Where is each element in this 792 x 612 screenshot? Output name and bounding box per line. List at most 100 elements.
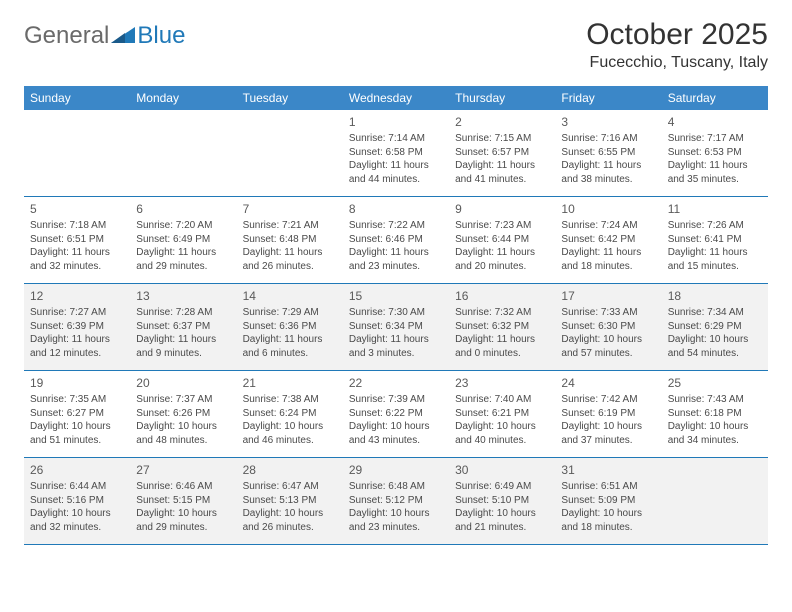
day-number: 24 (561, 375, 655, 391)
day-number: 1 (349, 114, 443, 130)
day-info-line: Sunrise: 7:43 AM (668, 393, 762, 407)
day-cell: 16Sunrise: 7:32 AMSunset: 6:32 PMDayligh… (449, 284, 555, 370)
week-row: 12Sunrise: 7:27 AMSunset: 6:39 PMDayligh… (24, 284, 768, 371)
day-info-line: Sunset: 6:51 PM (30, 233, 124, 247)
day-cell: 20Sunrise: 7:37 AMSunset: 6:26 PMDayligh… (130, 371, 236, 457)
day-cell: 4Sunrise: 7:17 AMSunset: 6:53 PMDaylight… (662, 110, 768, 196)
day-info-line: Sunrise: 6:51 AM (561, 480, 655, 494)
header-row: General Blue October 2025 Fucecchio, Tus… (24, 18, 768, 72)
day-number: 8 (349, 201, 443, 217)
weekday-cell: Tuesday (237, 86, 343, 110)
day-info-line: Sunset: 6:53 PM (668, 146, 762, 160)
day-info-line: Daylight: 11 hours and 41 minutes. (455, 159, 549, 186)
day-info-line: Sunset: 6:32 PM (455, 320, 549, 334)
day-info-line: Sunrise: 7:40 AM (455, 393, 549, 407)
day-cell: 29Sunrise: 6:48 AMSunset: 5:12 PMDayligh… (343, 458, 449, 544)
day-info-line: Sunrise: 7:28 AM (136, 306, 230, 320)
day-info-line: Sunrise: 6:46 AM (136, 480, 230, 494)
day-info-line: Sunset: 6:22 PM (349, 407, 443, 421)
day-cell: 25 Sunrise: 7:43 AMSunset: 6:18 PMDayligh… (662, 371, 768, 457)
weekday-cell: Sunday (24, 86, 130, 110)
day-number: 2 (455, 114, 549, 130)
day-number: 7 (243, 201, 337, 217)
day-info-line: Sunrise: 7:38 AM (243, 393, 337, 407)
day-info-line: Daylight: 10 hours and 48 minutes. (136, 420, 230, 447)
day-cell: 22Sunrise: 7:39 AMSunset: 6:22 PMDayligh… (343, 371, 449, 457)
day-info-line: Sunrise: 7:18 AM (30, 219, 124, 233)
day-info-line: Daylight: 11 hours and 35 minutes. (668, 159, 762, 186)
day-info-line: Sunrise: 7:32 AM (455, 306, 549, 320)
day-info-line: Sunrise: 7:33 AM (561, 306, 655, 320)
day-info-line: Daylight: 10 hours and 18 minutes. (561, 507, 655, 534)
day-info-line: Sunset: 6:18 PM (668, 407, 762, 421)
day-cell: 10Sunrise: 7:24 AMSunset: 6:42 PMDayligh… (555, 197, 661, 283)
day-info-line: Sunset: 5:15 PM (136, 494, 230, 508)
day-info-line: Daylight: 10 hours and 21 minutes. (455, 507, 549, 534)
day-cell: 18Sunrise: 7:34 AMSunset: 6:29 PMDayligh… (662, 284, 768, 370)
day-number: 20 (136, 375, 230, 391)
day-info-line: Sunset: 5:13 PM (243, 494, 337, 508)
day-cell: 19Sunrise: 7:35 AMSunset: 6:27 PMDayligh… (24, 371, 130, 457)
day-info-line: Daylight: 10 hours and 23 minutes. (349, 507, 443, 534)
day-info-line: Daylight: 10 hours and 40 minutes. (455, 420, 549, 447)
day-info-line: Daylight: 10 hours and 51 minutes. (30, 420, 124, 447)
day-info-line: Sunset: 5:16 PM (30, 494, 124, 508)
day-info-line: Sunset: 6:41 PM (668, 233, 762, 247)
day-number: 21 (243, 375, 337, 391)
day-cell: 27Sunrise: 6:46 AMSunset: 5:15 PMDayligh… (130, 458, 236, 544)
day-number: 11 (668, 201, 762, 217)
day-cell: 14Sunrise: 7:29 AMSunset: 6:36 PMDayligh… (237, 284, 343, 370)
week-row: 1 Sunrise: 7:14 AMSunset: 6:58 PM Daylight… (24, 110, 768, 197)
day-info-line: Sunset: 6:39 PM (30, 320, 124, 334)
day-info-line: Daylight: 11 hours and 29 minutes. (136, 246, 230, 273)
day-cell: 17Sunrise: 7:33 AMSunset: 6:30 PMDayligh… (555, 284, 661, 370)
day-info-line: Sunset: 6:36 PM (243, 320, 337, 334)
day-info-line: Sunset: 6:58 PM (349, 146, 443, 160)
day-number: 10 (561, 201, 655, 217)
day-info-line: Sunset: 6:34 PM (349, 320, 443, 334)
day-info-line: Sunset: 6:57 PM (455, 146, 549, 160)
day-number: 14 (243, 288, 337, 304)
day-info-line: Sunset: 6:19 PM (561, 407, 655, 421)
weekday-cell: Saturday (662, 86, 768, 110)
logo: General Blue (24, 22, 185, 50)
day-info-line: Sunset: 6:48 PM (243, 233, 337, 247)
day-number: 26 (30, 462, 124, 478)
day-info-line: Sunset: 6:42 PM (561, 233, 655, 247)
day-info-line: Sunrise: 7:27 AM (30, 306, 124, 320)
day-cell (130, 110, 236, 196)
month-title: October 2025 (586, 18, 768, 52)
day-info-line: Sunrise: 6:44 AM (30, 480, 124, 494)
week-row: 26Sunrise: 6:44 AMSunset: 5:16 PMDayligh… (24, 458, 768, 545)
day-number: 9 (455, 201, 549, 217)
day-info-line: Sunrise: 7:14 AM (349, 132, 443, 146)
day-info-line: Daylight: 10 hours and 46 minutes. (243, 420, 337, 447)
day-cell (24, 110, 130, 196)
day-info-line: Sunrise: 7:29 AM (243, 306, 337, 320)
day-number: 31 (561, 462, 655, 478)
day-info-line: Daylight: 11 hours and 20 minutes. (455, 246, 549, 273)
day-number: 5 (30, 201, 124, 217)
day-cell: 2Sunrise: 7:15 AMSunset: 6:57 PMDaylight… (449, 110, 555, 196)
day-info-line: Sunrise: 7:35 AM (30, 393, 124, 407)
day-info-line: Sunset: 5:12 PM (349, 494, 443, 508)
day-info-line: Daylight: 10 hours and 57 minutes. (561, 333, 655, 360)
logo-text-general: General (24, 22, 109, 50)
day-cell: 11Sunrise: 7:26 AMSunset: 6:41 PMDayligh… (662, 197, 768, 283)
day-info-line: Sunrise: 7:34 AM (668, 306, 762, 320)
day-info-line: Daylight: 10 hours and 34 minutes. (668, 420, 762, 447)
day-info-line: Daylight: 10 hours and 32 minutes. (30, 507, 124, 534)
day-number: 13 (136, 288, 230, 304)
day-info-line: Sunrise: 6:48 AM (349, 480, 443, 494)
day-info-line: Sunrise: 7:16 AM (561, 132, 655, 146)
day-info-line: Sunrise: 6:47 AM (243, 480, 337, 494)
day-number: 25 (668, 375, 762, 391)
day-info-line: Sunset: 6:44 PM (455, 233, 549, 247)
day-info-line: Daylight: 10 hours and 37 minutes. (561, 420, 655, 447)
day-info-line: Daylight: 11 hours and 26 minutes. (243, 246, 337, 273)
logo-text-blue: Blue (137, 22, 185, 50)
day-cell: 9Sunrise: 7:23 AMSunset: 6:44 PMDaylight… (449, 197, 555, 283)
day-cell: 28Sunrise: 6:47 AMSunset: 5:13 PMDayligh… (237, 458, 343, 544)
day-cell: 12Sunrise: 7:27 AMSunset: 6:39 PMDayligh… (24, 284, 130, 370)
day-info-line: Daylight: 11 hours and 15 minutes. (668, 246, 762, 273)
